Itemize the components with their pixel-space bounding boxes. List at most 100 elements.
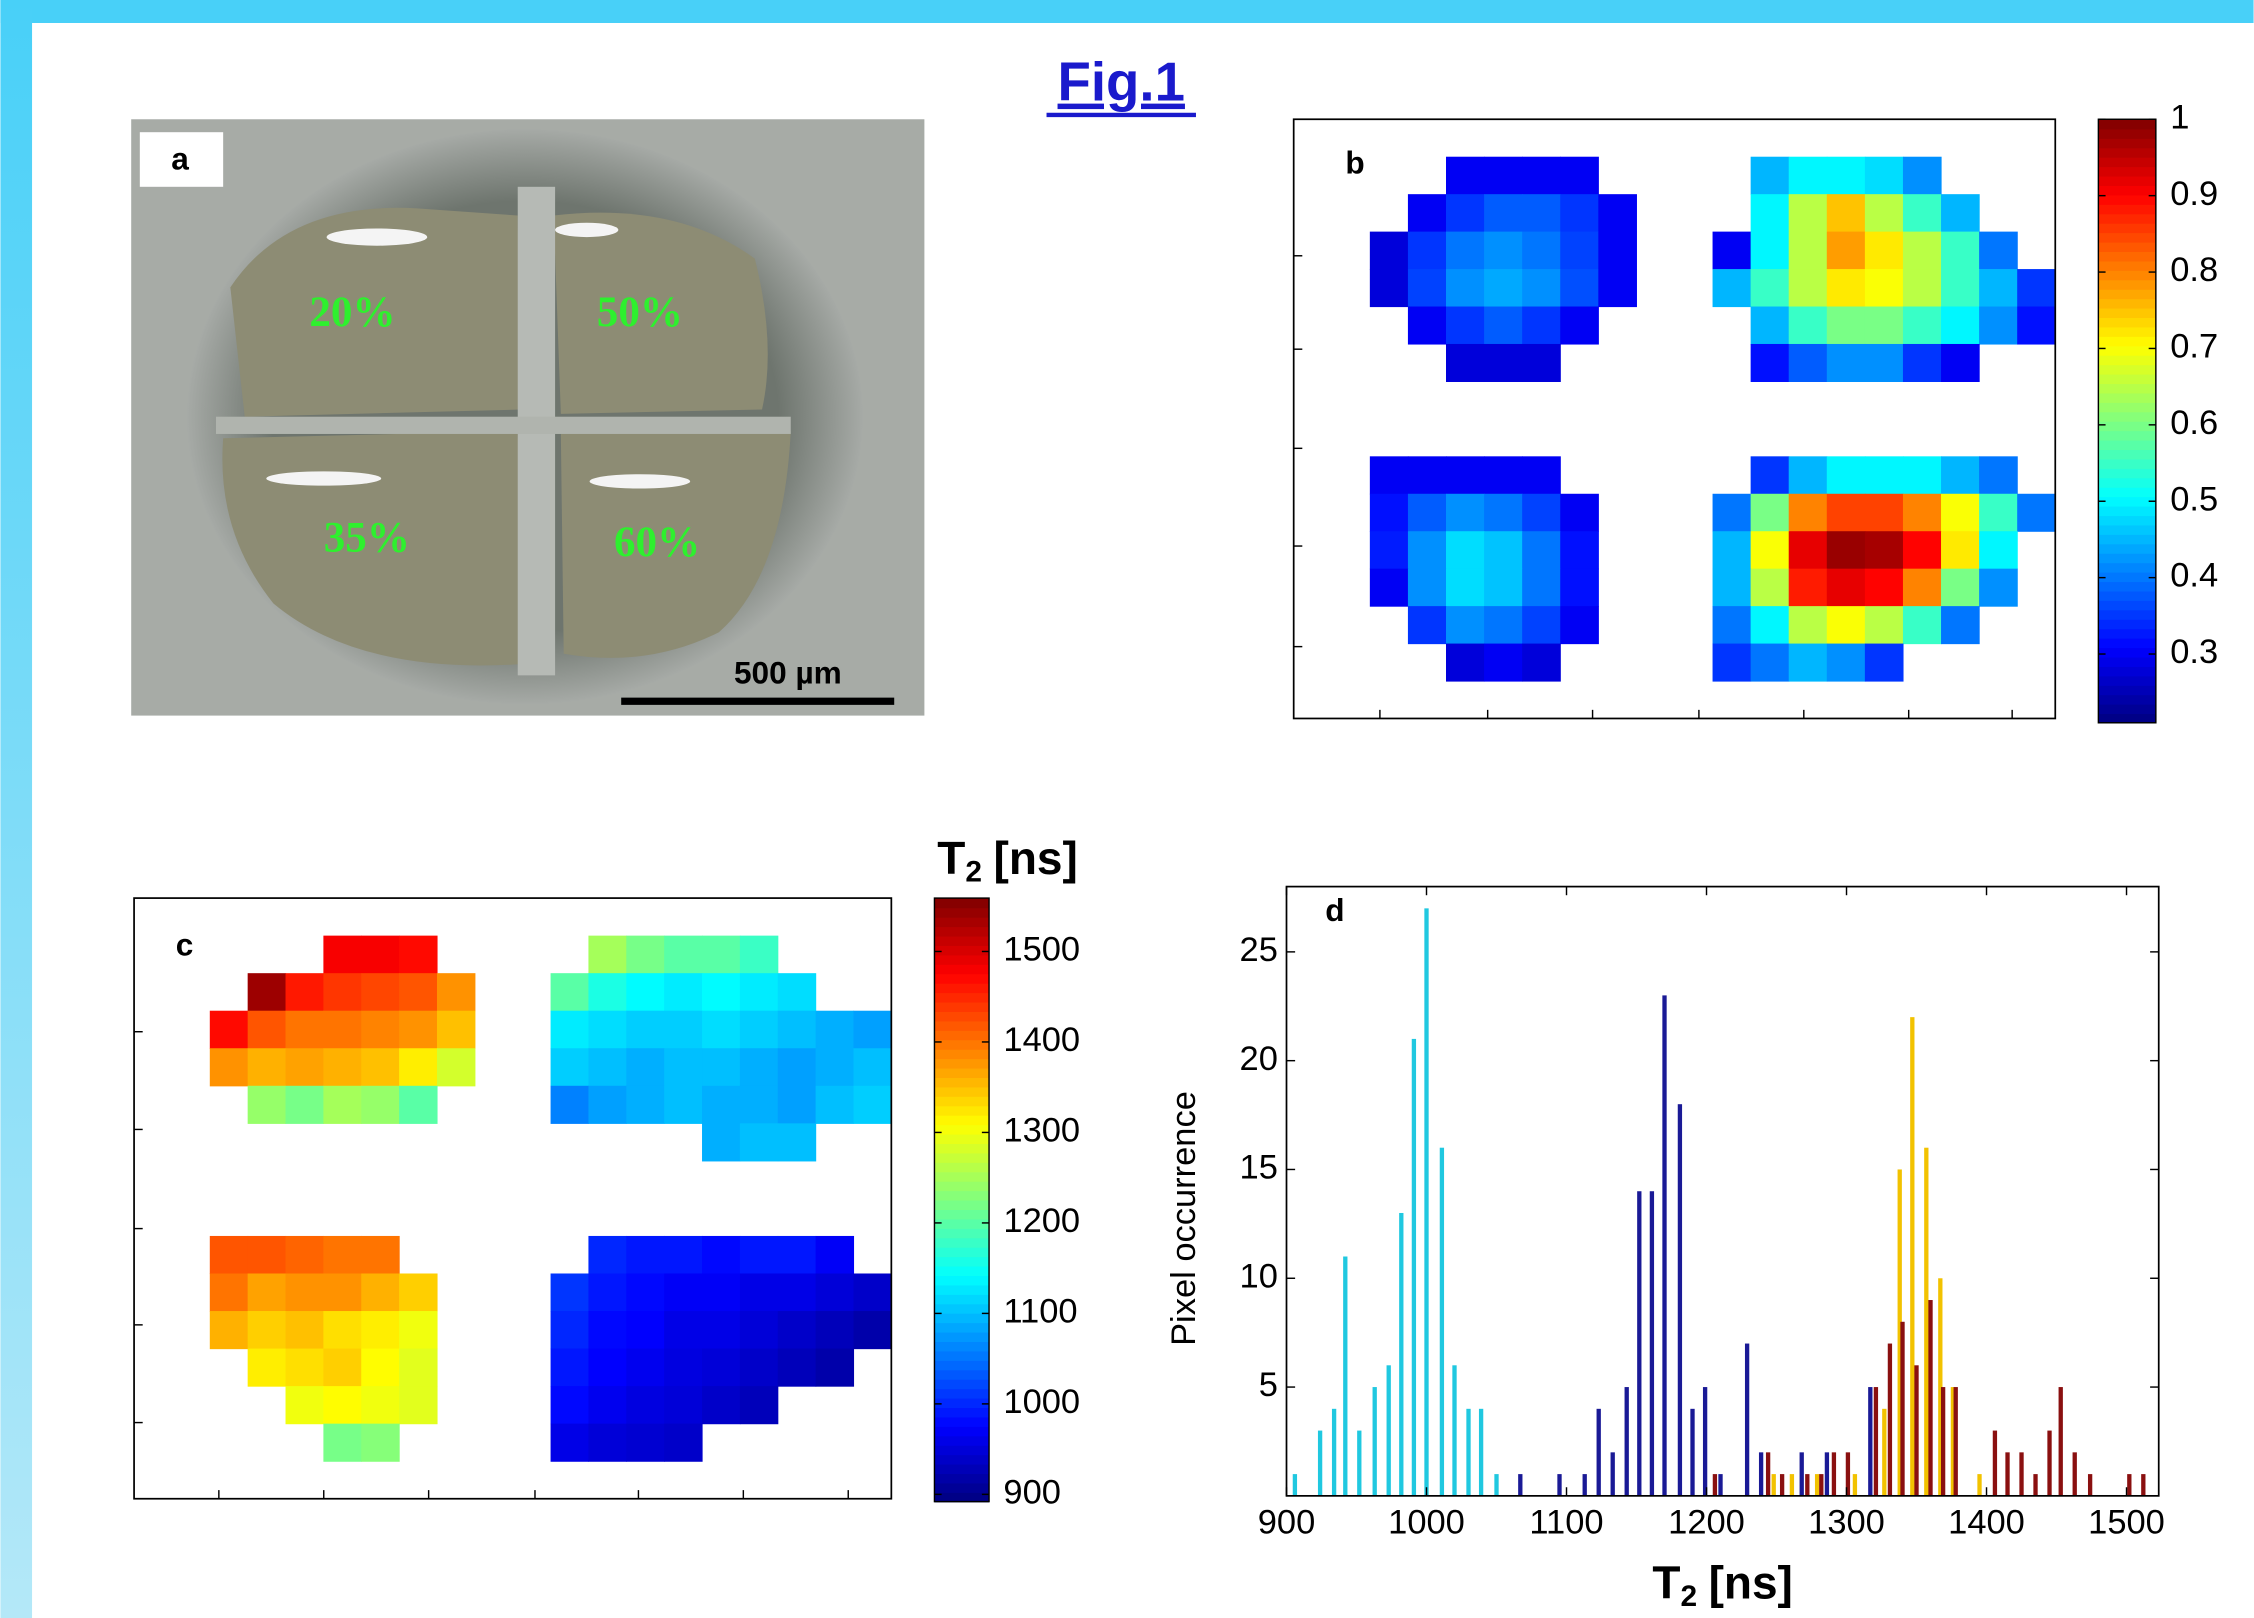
- colorbar-step: [2098, 411, 2156, 422]
- heatmap-cell: [1560, 156, 1599, 195]
- heatmap-cell: [361, 973, 400, 1012]
- heatmap-cell: [702, 1048, 741, 1087]
- colorbar-step: [934, 1284, 990, 1295]
- colorbar-step: [934, 1492, 990, 1503]
- panel-label: d: [1325, 892, 1344, 928]
- heatmap-cell: [1788, 606, 1828, 645]
- histogram-bar: [1399, 1212, 1404, 1496]
- plot-area: [1286, 886, 2159, 1496]
- heatmap-cell: [588, 1085, 627, 1124]
- heatmap-cell: [1826, 343, 1866, 382]
- heatmap-cell: [1941, 194, 1980, 233]
- heatmap-cell: [247, 1048, 287, 1087]
- heatmap-cell: [1941, 568, 1980, 607]
- colorbar-step: [934, 1454, 990, 1465]
- heatmap-cell: [1522, 606, 1561, 645]
- colorbar-step: [934, 1011, 990, 1022]
- x-tick-label: 1300: [1808, 1504, 1885, 1542]
- colorbar-step: [2098, 628, 2156, 639]
- heatmap-cell: [1446, 343, 1485, 382]
- heatmap-cell: [550, 1048, 590, 1087]
- heatmap-cell: [1864, 194, 1904, 233]
- heatmap-cell: [1750, 643, 1790, 682]
- heatmap-cell: [1902, 194, 1942, 233]
- heatmap-cell: [1864, 606, 1904, 645]
- heatmap-cell: [399, 1273, 438, 1312]
- colorbar-step: [2098, 439, 2156, 451]
- colorbar-step: [2098, 449, 2156, 460]
- histogram-bar: [1466, 1408, 1471, 1496]
- colorbar-step: [2098, 364, 2156, 375]
- colorbar-step: [934, 1218, 990, 1229]
- heatmap-cell: [1979, 231, 2018, 270]
- colorbar-step: [2098, 336, 2156, 347]
- colorbar-step: [934, 1303, 990, 1314]
- colorbar-step: [934, 1313, 990, 1324]
- label-unit: [ns]: [1709, 1557, 1793, 1609]
- heatmap-cell: [1484, 343, 1523, 382]
- colorbar-tick-label: 1100: [1003, 1293, 1077, 1331]
- heatmap-cell: [1979, 456, 2018, 495]
- colorbar-step: [2098, 515, 2156, 526]
- heatmap-cell: [550, 1348, 590, 1387]
- y-tick-label: 5: [1259, 1366, 1278, 1404]
- heatmap-cell: [739, 1348, 779, 1387]
- histogram-bar: [1771, 1474, 1776, 1496]
- heatmap-cell: [1369, 493, 1409, 532]
- heatmap-cell: [550, 1423, 590, 1462]
- heatmap-cell: [361, 1085, 400, 1124]
- heatmap-cell: [1446, 643, 1485, 682]
- colorbar-step: [2098, 175, 2156, 186]
- histogram-bar: [1897, 1169, 1902, 1496]
- histogram-bar: [1779, 1474, 1785, 1496]
- heatmap-cell: [1598, 194, 1637, 233]
- y-tick-label: 20: [1240, 1040, 1278, 1078]
- colorbar-tick-label: 0.3: [2170, 633, 2218, 671]
- colorbar-step: [2098, 260, 2156, 271]
- heatmap-cell: [1902, 568, 1942, 607]
- heatmap-cell: [1864, 456, 1904, 495]
- heatmap-cell: [2017, 306, 2056, 345]
- colorbar-step: [2098, 402, 2156, 413]
- heatmap-cell: [777, 1235, 817, 1275]
- colorbar-step: [2098, 600, 2156, 611]
- heatmap-cell: [1712, 606, 1752, 645]
- heatmap-cell: [209, 1311, 249, 1350]
- panel-label: a: [171, 140, 189, 176]
- heatmap-cell: [702, 1311, 741, 1350]
- heatmap-cell: [1369, 531, 1409, 570]
- heatmap-cell: [777, 1273, 817, 1312]
- heatmap-cell: [1484, 194, 1523, 233]
- heatmap-cell: [853, 1085, 892, 1124]
- heatmap-cell: [1712, 493, 1752, 532]
- heatmap-cell: [588, 1348, 627, 1387]
- colorbar-frame: [933, 897, 990, 1503]
- heatmap-cell: [1826, 269, 1866, 308]
- heatmap-cell: [626, 1423, 665, 1462]
- heatmap-cell: [664, 1085, 703, 1124]
- plot-frame: [133, 897, 893, 1500]
- heatmap-cell: [664, 1311, 703, 1350]
- heatmap-cell: [285, 1348, 324, 1387]
- heatmap-cell: [399, 1348, 438, 1387]
- histogram-bar: [1845, 1452, 1851, 1496]
- heatmap-cell: [815, 1235, 855, 1275]
- histogram-bar: [2005, 1452, 2010, 1496]
- heatmap-cell: [1788, 194, 1828, 233]
- heatmap-cell: [323, 973, 362, 1012]
- colorbar-step: [934, 1360, 990, 1371]
- heatmap-cell: [1522, 456, 1561, 495]
- colorbar-tick-label: 1200: [1003, 1202, 1080, 1240]
- heatmap-cell: [588, 1010, 627, 1049]
- heatmap-cell: [1788, 643, 1828, 682]
- heatmap-cell: [323, 1348, 362, 1387]
- histogram-bar: [1831, 1452, 1837, 1496]
- heatmap-cell: [361, 1311, 400, 1350]
- heatmap-cell: [1864, 493, 1904, 532]
- heatmap-cell: [323, 1010, 362, 1049]
- histogram-bar: [1557, 1474, 1562, 1496]
- colorbar-step: [934, 1435, 990, 1446]
- histogram-bar: [1690, 1408, 1695, 1496]
- heatmap-cell: [1826, 531, 1866, 570]
- histogram-bar: [1992, 1430, 1998, 1496]
